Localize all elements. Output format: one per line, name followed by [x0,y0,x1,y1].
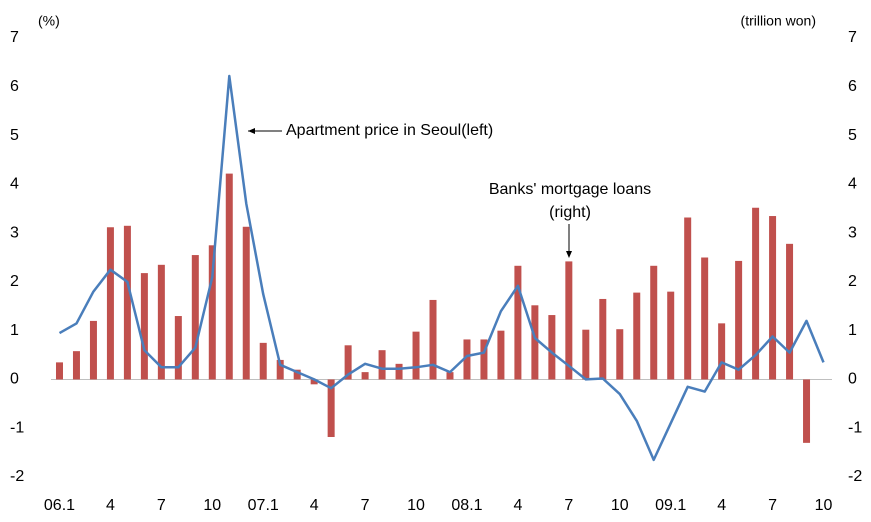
annotation: Banks' mortgage loans [489,181,651,198]
bar [582,329,590,380]
y2-tick-label: 0 [848,371,857,388]
x-tick-label: 7 [564,497,573,514]
y-tick-label: 2 [10,273,19,290]
y-tick-label: 7 [10,29,19,46]
x-tick-label: 4 [106,497,115,514]
annotation: (right) [549,204,591,221]
x-tick-label: 07.1 [248,497,279,514]
bar [701,257,709,380]
x-tick-label: 09.1 [655,497,686,514]
y2-tick-label: 1 [848,322,857,339]
x-tick-label: 10 [815,497,833,514]
bar [123,225,131,380]
annotation: Apartment price in Seoul(left) [286,122,493,139]
bar [718,323,726,380]
bar [310,379,318,385]
bar [327,379,335,438]
x-tick-label: 4 [513,497,522,514]
x-tick-label: 4 [717,497,726,514]
bar [293,369,301,380]
bar [259,342,267,380]
bar [429,299,437,380]
y-tick-label: 5 [10,127,19,144]
bar [735,260,743,380]
bar [514,265,522,380]
bar [565,261,573,380]
bar [344,345,352,380]
bar [174,316,182,380]
bar [752,207,760,380]
bar [395,363,403,380]
bar [55,362,63,380]
y2-tick-label: 7 [848,29,857,46]
bar [89,320,97,380]
bar [480,339,488,380]
y-tick-label: 6 [10,78,19,95]
bar [803,379,811,443]
bar [191,255,199,380]
bar [276,359,284,380]
bar [599,298,607,380]
y2-tick-label: -2 [848,468,862,485]
y2-tick-label: 5 [848,127,857,144]
bar [463,339,471,380]
x-tick-label: 7 [768,497,777,514]
x-tick-label: 08.1 [451,497,482,514]
x-tick-label: 7 [361,497,370,514]
y2-tick-label: 6 [848,78,857,95]
bar [208,245,216,380]
bar [106,227,114,380]
x-tick-label: 7 [157,497,166,514]
right-unit: (trillion won) [741,13,816,29]
arrow-head [566,251,572,258]
x-tick-label: 06.1 [44,497,75,514]
x-tick-label: 10 [203,497,221,514]
bar [157,264,165,380]
y2-tick-label: 4 [848,176,857,193]
bar [684,217,692,380]
bar [548,315,556,380]
line [58,74,825,462]
y2-tick-label: 2 [848,273,857,290]
bar [650,265,658,380]
bar [242,226,250,380]
bar [378,350,386,380]
x-tick-label: 10 [407,497,425,514]
bar [786,243,794,380]
bar [412,331,420,380]
y-tick-label: 3 [10,224,19,241]
bar [361,372,369,380]
x-tick-label: 4 [310,497,319,514]
bar [633,292,641,380]
arrow-head [248,128,255,134]
y-tick-label: -2 [10,468,24,485]
bar [497,330,505,380]
y-tick-label: 0 [10,371,19,388]
bar [667,291,675,380]
y2-tick-label: -1 [848,419,862,436]
y2-tick-label: 3 [848,224,857,241]
bar [225,173,233,380]
x-tick-label: 10 [611,497,629,514]
y-tick-label: 1 [10,322,19,339]
bar [769,216,777,380]
y-tick-label: -1 [10,419,24,436]
bar [616,329,624,380]
bar [446,372,454,380]
left-unit: (%) [38,13,60,29]
bar [72,351,80,380]
bar [140,273,148,380]
bar [531,305,539,380]
y-tick-label: 4 [10,176,19,193]
